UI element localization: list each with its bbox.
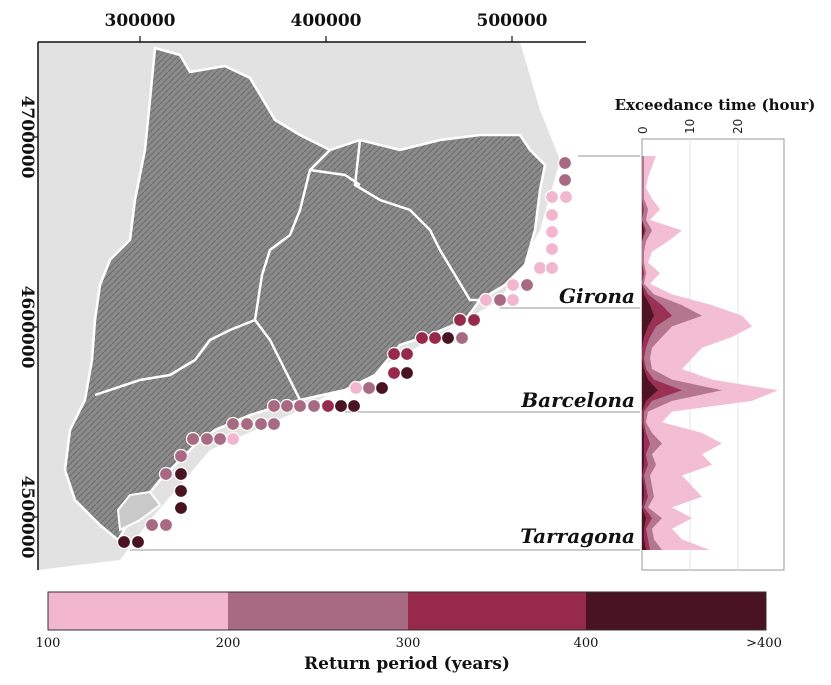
coastal-point: [130, 534, 146, 550]
y-tick-label: 4500000: [17, 476, 37, 559]
coastal-point: [199, 431, 215, 447]
coastal-point: [427, 330, 443, 346]
province-border: [309, 168, 361, 187]
coastal-point: [144, 517, 160, 533]
colorbar-tick: >400: [746, 636, 782, 651]
leader-lines: [130, 155, 640, 551]
coastal-point: [399, 346, 415, 362]
coastal-point: [414, 330, 430, 346]
colorbar: 100 200 300 400 >400 Return period (year…: [36, 591, 782, 674]
coastal-point: [478, 292, 494, 308]
coastal-point: [116, 534, 132, 550]
panel-tick: 0: [636, 126, 650, 134]
y-tick-label: 4700000: [17, 96, 37, 179]
x-tick-labels: 300000 400000 500000: [105, 11, 548, 31]
ebro-delta: [116, 490, 162, 532]
coastal-point: [173, 483, 189, 499]
province-border: [353, 139, 480, 302]
colorbar-tick: 400: [574, 636, 599, 651]
coastal-points: [116, 155, 574, 550]
coastal-point: [279, 398, 295, 414]
coastal-point: [173, 500, 189, 516]
exceedance-panel: Exceedance time (hour) 0 10 20: [615, 96, 816, 571]
coastal-point: [505, 292, 521, 308]
coastal-point: [292, 398, 308, 414]
exceedance-areas: [642, 156, 778, 550]
exceedance-area: [642, 156, 778, 550]
panel-tick: 10: [683, 119, 697, 134]
coastal-point: [173, 466, 189, 482]
colorbar-tick: 100: [36, 636, 61, 651]
map-area: [38, 42, 586, 570]
coastal-point: [212, 431, 228, 447]
x-tick-label: 500000: [477, 11, 548, 31]
coastal-point: [348, 380, 364, 396]
coastal-point: [544, 260, 560, 276]
y-tick-labels: 4700000 4600000 4500000: [17, 96, 37, 559]
coastal-point: [239, 416, 255, 432]
coastal-point: [346, 398, 362, 414]
coastal-point: [225, 416, 241, 432]
coastal-point: [532, 260, 548, 276]
colorbar-class-1: [48, 592, 228, 630]
colorbar-class-4: [586, 592, 766, 630]
exceedance-area: [642, 156, 682, 550]
coastal-point: [361, 380, 377, 396]
coastal-point: [557, 172, 573, 188]
coastal-point: [454, 330, 470, 346]
coastal-point: [320, 398, 336, 414]
x-tick-label: 300000: [105, 11, 176, 31]
coastal-point: [440, 330, 456, 346]
coastal-point: [399, 365, 415, 381]
coastal-point: [519, 277, 535, 293]
panel-title: Exceedance time (hour): [615, 96, 816, 114]
coastal-point: [386, 346, 402, 362]
coastal-point: [505, 277, 521, 293]
coastal-point: [266, 416, 282, 432]
coastal-point: [544, 241, 560, 257]
colorbar-tick: 200: [216, 636, 241, 651]
colorbar-title: Return period (years): [304, 654, 510, 674]
coastal-point: [492, 292, 508, 308]
exceedance-area: [642, 156, 722, 550]
coastal-point: [306, 398, 322, 414]
coastal-point: [544, 207, 560, 223]
coastal-point: [557, 155, 573, 171]
city-label-tarragona: Tarragona: [520, 524, 635, 548]
coastal-point: [558, 189, 574, 205]
coastal-point: [466, 312, 482, 328]
map-axes: [32, 36, 586, 570]
colorbar-class-2: [228, 592, 408, 630]
coastal-point: [544, 224, 560, 240]
coastal-point: [158, 517, 174, 533]
coastal-point: [173, 448, 189, 464]
coastal-point: [266, 398, 282, 414]
city-label-girona: Girona: [559, 284, 635, 308]
coastal-point: [333, 398, 349, 414]
colorbar-tick: 300: [396, 636, 421, 651]
coastal-point: [225, 431, 241, 447]
coastal-point: [253, 416, 269, 432]
y-tick-label: 4600000: [17, 286, 37, 369]
coastal-point: [158, 466, 174, 482]
city-label-barcelona: Barcelona: [520, 388, 635, 412]
colorbar-class-3: [408, 592, 586, 630]
panel-tick: 20: [731, 119, 745, 134]
x-tick-label: 400000: [291, 11, 362, 31]
coastal-point: [544, 189, 560, 205]
province-border: [254, 319, 302, 401]
coastal-point: [386, 365, 402, 381]
coastal-point: [452, 312, 468, 328]
coastal-point: [185, 431, 201, 447]
coastal-point: [374, 380, 390, 396]
